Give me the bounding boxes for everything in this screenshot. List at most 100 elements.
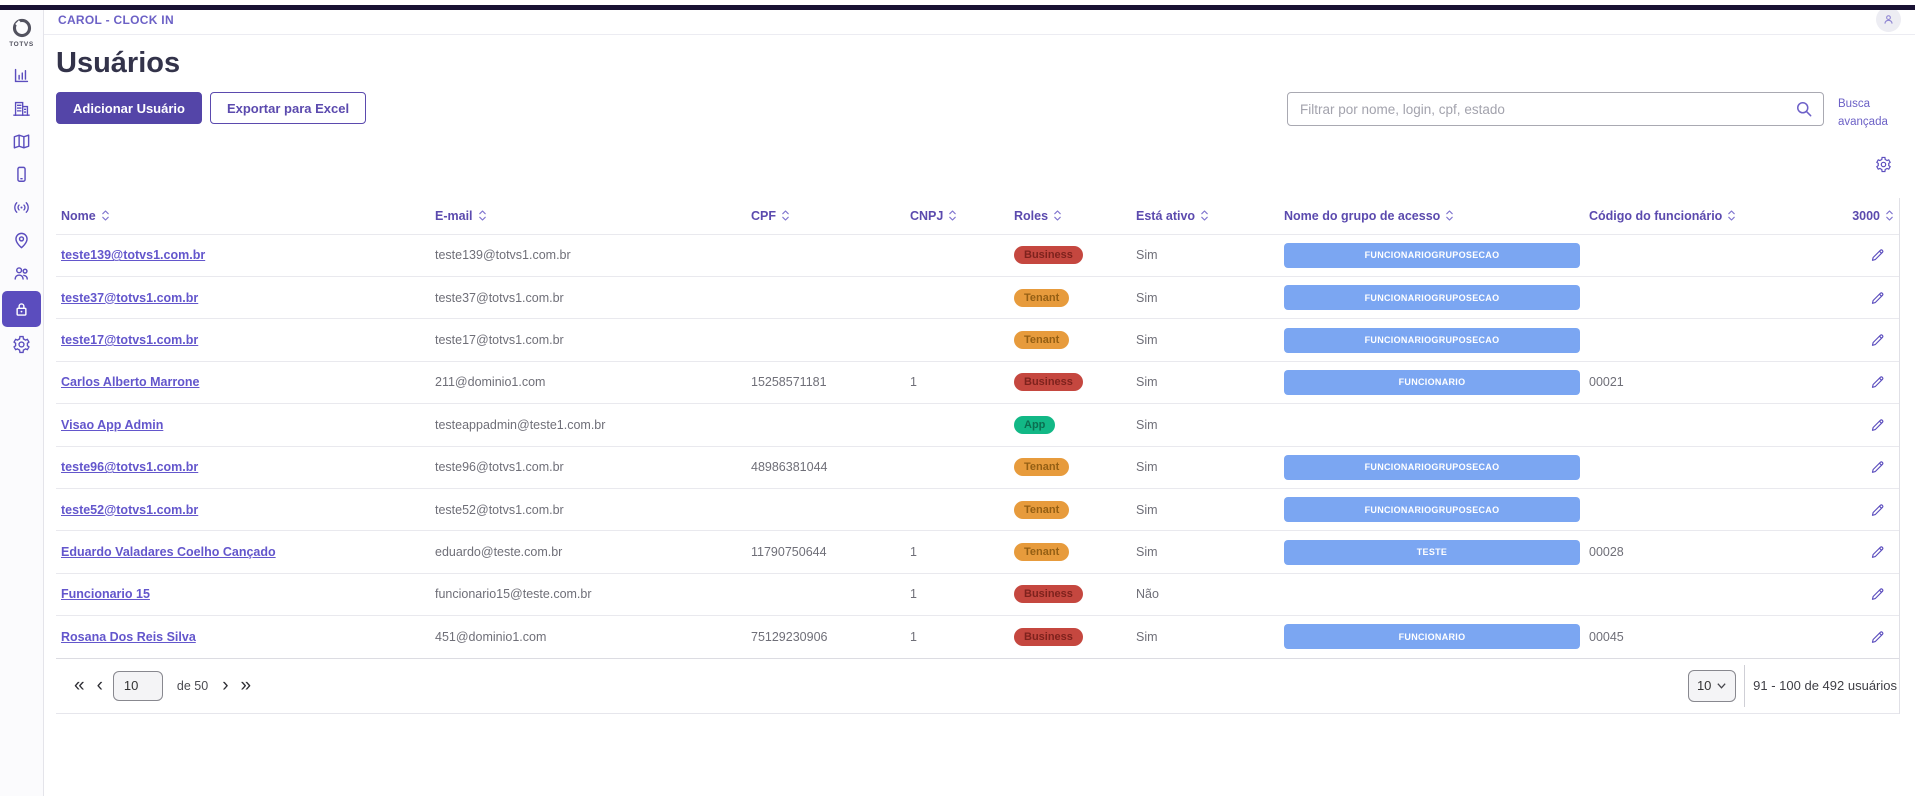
user-name-link[interactable]: Carlos Alberto Marrone bbox=[61, 375, 200, 390]
column-header-label: Nome bbox=[61, 208, 96, 223]
user-name-link[interactable]: Funcionario 15 bbox=[61, 587, 150, 602]
edit-icon[interactable] bbox=[1870, 502, 1886, 518]
totvs-logo-icon bbox=[12, 18, 31, 38]
email-cell: teste139@totvs1.com.br bbox=[435, 248, 571, 263]
group-badge: FUNCIONARIOGRUPOSECAO bbox=[1284, 327, 1580, 353]
edit-icon[interactable] bbox=[1870, 417, 1886, 433]
column-header[interactable]: CNPJ bbox=[905, 198, 1009, 234]
email-cell: teste52@totvs1.com.br bbox=[435, 502, 564, 517]
advanced-search-link[interactable]: Busca avançada bbox=[1838, 98, 1888, 128]
group-badge: FUNCIONARIOGRUPOSECAO bbox=[1284, 454, 1580, 480]
sidebar-item-analytics[interactable] bbox=[2, 59, 41, 92]
sidebar-item-security[interactable] bbox=[2, 291, 41, 327]
ativo-cell: Sim bbox=[1136, 375, 1158, 390]
column-header[interactable]: Nome do grupo de acesso bbox=[1279, 198, 1584, 234]
sort-icon[interactable] bbox=[948, 209, 957, 222]
edit-icon[interactable] bbox=[1870, 586, 1886, 602]
totvs-logo[interactable]: TOTVS bbox=[9, 17, 34, 48]
cpf-cell bbox=[746, 489, 905, 530]
codigo-cell: 00021 bbox=[1589, 375, 1624, 390]
ativo-cell: Sim bbox=[1136, 248, 1158, 263]
sort-icon[interactable] bbox=[781, 209, 790, 222]
role-badge: Tenant bbox=[1014, 288, 1070, 307]
column-header[interactable]: CPF bbox=[746, 198, 905, 234]
sort-icon[interactable] bbox=[1885, 209, 1894, 222]
user-menu-button[interactable] bbox=[1876, 7, 1901, 32]
sort-icon[interactable] bbox=[1200, 209, 1209, 222]
email-cell: teste37@totvs1.com.br bbox=[435, 290, 564, 305]
user-name-link[interactable]: teste52@totvs1.com.br bbox=[61, 502, 199, 517]
user-icon bbox=[1884, 15, 1893, 24]
user-name-link[interactable]: teste139@totvs1.com.br bbox=[61, 248, 206, 263]
group-badge: FUNCIONARIOGRUPOSECAO bbox=[1284, 285, 1580, 311]
cnpj-cell: 1 bbox=[910, 629, 917, 644]
group-badge: FUNCIONARIOGRUPOSECAO bbox=[1284, 497, 1580, 523]
column-header[interactable]: Nome bbox=[56, 198, 430, 234]
edit-icon[interactable] bbox=[1870, 290, 1886, 306]
edit-icon[interactable] bbox=[1870, 629, 1886, 645]
role-badge: Tenant bbox=[1014, 543, 1070, 562]
sidebar-item-location[interactable] bbox=[2, 224, 41, 257]
edit-icon[interactable] bbox=[1870, 544, 1886, 560]
cnpj-cell: 1 bbox=[910, 375, 917, 390]
cnpj-cell bbox=[905, 277, 1009, 318]
next-page-button[interactable]: › bbox=[222, 675, 229, 697]
sort-icon[interactable] bbox=[478, 209, 487, 222]
column-header[interactable]: 3000 bbox=[1840, 198, 1899, 234]
sidebar-item-users[interactable] bbox=[2, 257, 41, 290]
column-header[interactable]: E-mail bbox=[430, 198, 746, 234]
pagination-right: 10 91 - 100 de 492 usuários bbox=[1688, 664, 1899, 707]
sort-icon[interactable] bbox=[1053, 209, 1062, 222]
export-excel-button[interactable]: Exportar para Excel bbox=[209, 92, 367, 124]
sort-icon[interactable] bbox=[1727, 209, 1736, 222]
user-name-link[interactable]: Eduardo Valadares Coelho Cançado bbox=[61, 545, 276, 560]
sort-icon[interactable] bbox=[1445, 209, 1454, 222]
ativo-cell: Sim bbox=[1136, 333, 1158, 348]
group-badge: FUNCIONARIO bbox=[1284, 624, 1580, 650]
search-icon[interactable] bbox=[1794, 99, 1814, 119]
user-name-link[interactable]: teste17@totvs1.com.br bbox=[61, 333, 199, 348]
edit-icon[interactable] bbox=[1870, 247, 1886, 263]
search-box bbox=[1287, 92, 1824, 132]
table-settings-icon[interactable] bbox=[1875, 156, 1892, 173]
user-name-link[interactable]: teste96@totvs1.com.br bbox=[61, 460, 199, 475]
edit-icon[interactable] bbox=[1870, 332, 1886, 348]
edit-icon[interactable] bbox=[1870, 459, 1886, 475]
ativo-cell: Sim bbox=[1136, 545, 1158, 560]
page-size-select[interactable]: 10 bbox=[1688, 669, 1737, 702]
sidebar-item-company[interactable] bbox=[2, 92, 41, 125]
sidebar-item-broadcast[interactable] bbox=[2, 191, 41, 224]
add-user-button[interactable]: Adicionar Usuário bbox=[56, 92, 202, 124]
sidebar-item-map[interactable] bbox=[2, 125, 41, 158]
first-page-button[interactable]: « bbox=[74, 675, 85, 697]
cpf-cell: 48986381044 bbox=[751, 460, 828, 475]
cpf-cell: 11790750644 bbox=[751, 545, 827, 560]
group-badge: TESTE bbox=[1284, 539, 1580, 565]
page-title: Usuários bbox=[56, 47, 181, 79]
page-number-input[interactable] bbox=[112, 670, 163, 701]
role-badge: Business bbox=[1014, 627, 1083, 646]
sort-icon[interactable] bbox=[101, 209, 110, 222]
table-row: teste37@totvs1.com.br teste37@totvs1.com… bbox=[56, 276, 1899, 318]
column-header[interactable]: Está ativo bbox=[1131, 198, 1279, 234]
sidebar-item-settings[interactable] bbox=[2, 328, 41, 361]
cpf-cell: 75129230906 bbox=[751, 629, 828, 644]
column-header[interactable]: Código do funcionário bbox=[1584, 198, 1840, 234]
user-name-link[interactable]: Visao App Admin bbox=[61, 417, 164, 432]
codigo-cell bbox=[1584, 277, 1840, 318]
user-name-link[interactable]: Rosana Dos Reis Silva bbox=[61, 629, 196, 644]
buildings-icon bbox=[13, 101, 30, 116]
cnpj-cell bbox=[905, 319, 1009, 360]
column-header-label: Nome do grupo de acesso bbox=[1284, 208, 1441, 223]
bar-chart-icon bbox=[14, 68, 29, 83]
prev-page-button[interactable]: ‹ bbox=[96, 675, 103, 697]
gear-icon bbox=[13, 335, 30, 354]
table-options-row bbox=[56, 132, 1900, 198]
last-page-button[interactable]: » bbox=[240, 675, 252, 697]
column-header[interactable]: Roles bbox=[1009, 198, 1131, 234]
user-name-link[interactable]: teste37@totvs1.com.br bbox=[61, 290, 199, 305]
search-input[interactable] bbox=[1287, 92, 1824, 126]
edit-icon[interactable] bbox=[1870, 374, 1886, 390]
sidebar: TOTVS bbox=[0, 10, 44, 796]
sidebar-item-mobile[interactable] bbox=[2, 158, 41, 191]
